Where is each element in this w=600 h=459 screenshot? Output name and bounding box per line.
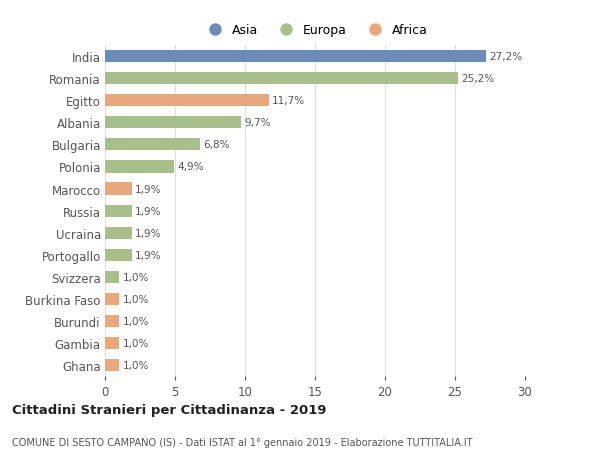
- Bar: [105, 73, 458, 85]
- Text: 25,2%: 25,2%: [461, 74, 494, 84]
- Text: Cittadini Stranieri per Cittadinanza - 2019: Cittadini Stranieri per Cittadinanza - 2…: [12, 403, 326, 416]
- Bar: [105, 293, 119, 305]
- Text: 1,0%: 1,0%: [122, 338, 149, 348]
- Bar: [105, 271, 119, 283]
- Text: 1,0%: 1,0%: [122, 272, 149, 282]
- Text: 1,0%: 1,0%: [122, 294, 149, 304]
- Bar: [105, 183, 131, 195]
- Bar: [105, 205, 131, 217]
- Text: 6,8%: 6,8%: [204, 140, 230, 150]
- Bar: [105, 139, 200, 151]
- Bar: [105, 337, 119, 349]
- Text: 4,9%: 4,9%: [177, 162, 203, 172]
- Bar: [105, 359, 119, 371]
- Text: 27,2%: 27,2%: [490, 52, 523, 62]
- Bar: [105, 249, 131, 261]
- Text: 9,7%: 9,7%: [244, 118, 271, 128]
- Text: 1,9%: 1,9%: [135, 250, 161, 260]
- Bar: [105, 315, 119, 327]
- Text: 1,9%: 1,9%: [135, 184, 161, 194]
- Text: COMUNE DI SESTO CAMPANO (IS) - Dati ISTAT al 1° gennaio 2019 - Elaborazione TUTT: COMUNE DI SESTO CAMPANO (IS) - Dati ISTA…: [12, 437, 473, 447]
- Text: 1,9%: 1,9%: [135, 206, 161, 216]
- Bar: [105, 117, 241, 129]
- Text: 1,0%: 1,0%: [122, 316, 149, 326]
- Text: 1,0%: 1,0%: [122, 360, 149, 370]
- Legend: Asia, Europa, Africa: Asia, Europa, Africa: [197, 19, 433, 42]
- Text: 1,9%: 1,9%: [135, 228, 161, 238]
- Bar: [105, 227, 131, 239]
- Bar: [105, 161, 173, 173]
- Bar: [105, 51, 486, 63]
- Text: 11,7%: 11,7%: [272, 96, 305, 106]
- Bar: [105, 95, 269, 107]
